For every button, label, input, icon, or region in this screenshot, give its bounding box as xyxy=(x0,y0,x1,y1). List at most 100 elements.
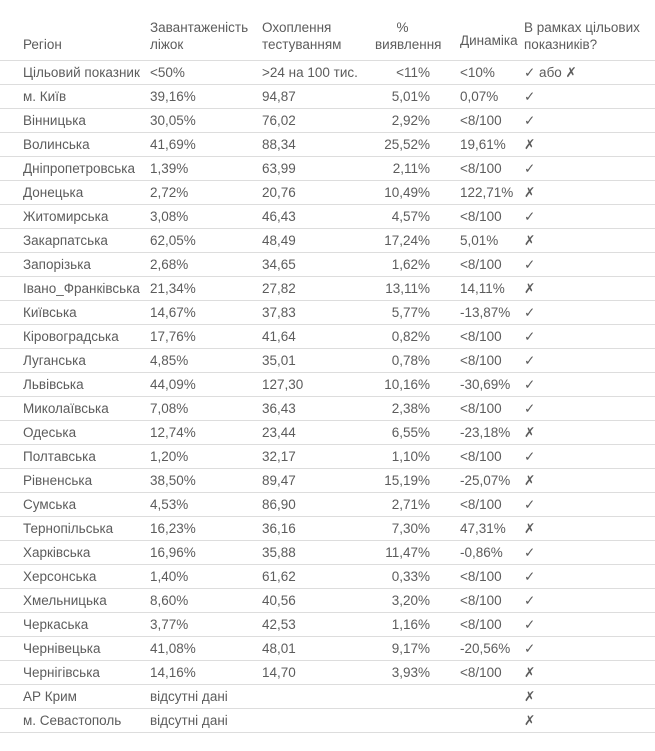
region-row-cell-within-targets: ✗ xyxy=(524,708,655,733)
region-row-cell-region: АР Крим xyxy=(0,684,150,709)
region-row-cell-bed-occupancy: 2,72% xyxy=(150,180,262,205)
region-row-cell-within-targets: ✓ xyxy=(524,84,655,109)
region-row-cell-detection-rate: 25,52% xyxy=(375,132,460,157)
region-row-cell-bed-occupancy: 16,23% xyxy=(150,516,262,541)
region-row-cell-testing-coverage: 89,47 xyxy=(262,468,375,493)
region-row: Хмельницька 8,60% 40,56 3,20% <8/100 ✓ xyxy=(0,588,655,613)
region-row-cell-within-targets: ✗ xyxy=(524,276,655,301)
region-row: Тернопільська 16,23% 36,16 7,30% 47,31% ✗ xyxy=(0,516,655,541)
region-row-cell-bed-occupancy: 2,68% xyxy=(150,252,262,277)
region-row: Миколаївська 7,08% 36,43 2,38% <8/100 ✓ xyxy=(0,396,655,421)
region-row-cell-within-targets: ✗ xyxy=(524,180,655,205)
region-row-cell-region: Житомирська xyxy=(0,204,150,229)
region-row-cell-within-targets: ✗ xyxy=(524,420,655,445)
region-row-cell-region: Кіровоградська xyxy=(0,324,150,349)
region-row-cell-region: Чернівецька xyxy=(0,636,150,661)
region-row-cell-detection-rate: 1,10% xyxy=(375,444,460,469)
region-row-cell-within-targets: ✗ xyxy=(524,516,655,541)
region-row-cell-region: Одеська xyxy=(0,420,150,445)
region-row-cell-detection-rate: 4,57% xyxy=(375,204,460,229)
region-row-cell-detection-rate: 5,77% xyxy=(375,300,460,325)
region-row-cell-region: Миколаївська xyxy=(0,396,150,421)
region-row-cell-testing-coverage xyxy=(262,684,375,709)
region-row-cell-dynamics: <8/100 xyxy=(460,660,524,685)
region-row-cell-detection-rate xyxy=(375,684,460,709)
region-row-cell-dynamics: <8/100 xyxy=(460,348,524,373)
region-row-cell-dynamics: -20,56% xyxy=(460,636,524,661)
region-row-cell-detection-rate: 3,93% xyxy=(375,660,460,685)
region-row-cell-testing-coverage: 48,49 xyxy=(262,228,375,253)
region-row-cell-region: Херсонська xyxy=(0,564,150,589)
target-row-cell-dynamics: <10% xyxy=(460,60,524,85)
region-row-cell-testing-coverage: 63,99 xyxy=(262,156,375,181)
region-row-cell-region: Рівненська xyxy=(0,468,150,493)
region-row: АР Крим відсутні дані ✗ xyxy=(0,684,655,709)
region-row-cell-dynamics: -30,69% xyxy=(460,372,524,397)
header-dynamics: Динаміка xyxy=(460,3,524,61)
region-row: Херсонська 1,40% 61,62 0,33% <8/100 ✓ xyxy=(0,564,655,589)
region-row-cell-within-targets: ✓ xyxy=(524,636,655,661)
region-row-cell-dynamics: <8/100 xyxy=(460,252,524,277)
region-row: м. Севастополь відсутні дані ✗ xyxy=(0,708,655,733)
region-row-cell-within-targets: ✗ xyxy=(524,132,655,157)
region-row: Сумська 4,53% 86,90 2,71% <8/100 ✓ xyxy=(0,492,655,517)
region-row-cell-within-targets: ✓ xyxy=(524,540,655,565)
region-row-cell-dynamics: <8/100 xyxy=(460,324,524,349)
region-row-cell-bed-occupancy: 14,67% xyxy=(150,300,262,325)
region-row: Запорізька 2,68% 34,65 1,62% <8/100 ✓ xyxy=(0,252,655,277)
region-row: Донецька 2,72% 20,76 10,49% 122,71% ✗ xyxy=(0,180,655,205)
region-row-cell-dynamics: 5,01% xyxy=(460,228,524,253)
region-row-cell-region: Донецька xyxy=(0,180,150,205)
region-row-cell-detection-rate: 7,30% xyxy=(375,516,460,541)
region-row-cell-testing-coverage: 36,16 xyxy=(262,516,375,541)
region-row: Київська 14,67% 37,83 5,77% -13,87% ✓ xyxy=(0,300,655,325)
region-row: Житомирська 3,08% 46,43 4,57% <8/100 ✓ xyxy=(0,204,655,229)
region-row-cell-bed-occupancy: 4,85% xyxy=(150,348,262,373)
region-row-cell-within-targets: ✓ xyxy=(524,348,655,373)
region-row-cell-region: Луганська xyxy=(0,348,150,373)
region-row-cell-bed-occupancy: 21,34% xyxy=(150,276,262,301)
region-row-cell-within-targets: ✗ xyxy=(524,684,655,709)
region-row-cell-dynamics: 122,71% xyxy=(460,180,524,205)
region-row-cell-testing-coverage: 42,53 xyxy=(262,612,375,637)
region-row-cell-dynamics: <8/100 xyxy=(460,396,524,421)
region-row-cell-testing-coverage: 23,44 xyxy=(262,420,375,445)
region-row-cell-region: Львівська xyxy=(0,372,150,397)
target-row-cell-within-targets: ✓ або ✗ xyxy=(524,60,655,85)
region-row-cell-testing-coverage: 41,64 xyxy=(262,324,375,349)
region-row-cell-bed-occupancy: 1,20% xyxy=(150,444,262,469)
region-row-cell-dynamics: 14,11% xyxy=(460,276,524,301)
header-within-targets: В рамках цільових показників? xyxy=(524,3,655,61)
region-row-cell-detection-rate xyxy=(375,708,460,733)
region-row-cell-dynamics xyxy=(460,684,524,709)
region-row-cell-region: м. Київ xyxy=(0,84,150,109)
region-row-cell-within-targets: ✓ xyxy=(524,444,655,469)
region-row-cell-detection-rate: 2,11% xyxy=(375,156,460,181)
region-row-cell-dynamics: <8/100 xyxy=(460,108,524,133)
region-row-cell-detection-rate: 10,16% xyxy=(375,372,460,397)
region-row-cell-bed-occupancy: 41,69% xyxy=(150,132,262,157)
region-row-cell-detection-rate: 2,71% xyxy=(375,492,460,517)
region-row-cell-within-targets: ✓ xyxy=(524,564,655,589)
region-row-cell-testing-coverage: 48,01 xyxy=(262,636,375,661)
region-row-cell-bed-occupancy: 1,39% xyxy=(150,156,262,181)
region-row-cell-detection-rate: 11,47% xyxy=(375,540,460,565)
region-row-cell-detection-rate: 2,38% xyxy=(375,396,460,421)
region-row-cell-bed-occupancy: 39,16% xyxy=(150,84,262,109)
region-row-cell-bed-occupancy: 8,60% xyxy=(150,588,262,613)
region-row-cell-within-targets: ✓ xyxy=(524,324,655,349)
target-row: Цільовий показник <50% >24 на 100 тис. <11%… xyxy=(0,60,655,85)
region-row: Закарпатська 62,05% 48,49 17,24% 5,01% ✗ xyxy=(0,228,655,253)
region-row-cell-within-targets: ✓ xyxy=(524,492,655,517)
region-row-cell-dynamics: <8/100 xyxy=(460,156,524,181)
region-row-cell-within-targets: ✓ xyxy=(524,204,655,229)
region-row-cell-region: Хмельницька xyxy=(0,588,150,613)
region-row-cell-detection-rate: 13,11% xyxy=(375,276,460,301)
region-row-cell-detection-rate: 2,92% xyxy=(375,108,460,133)
region-row: Полтавська 1,20% 32,17 1,10% <8/100 ✓ xyxy=(0,444,655,469)
region-row-cell-dynamics: 0,07% xyxy=(460,84,524,109)
region-row-cell-testing-coverage: 76,02 xyxy=(262,108,375,133)
region-row-cell-region: Київська xyxy=(0,300,150,325)
region-row-cell-bed-occupancy: 12,74% xyxy=(150,420,262,445)
target-row-cell-testing-coverage: >24 на 100 тис. xyxy=(262,60,375,85)
